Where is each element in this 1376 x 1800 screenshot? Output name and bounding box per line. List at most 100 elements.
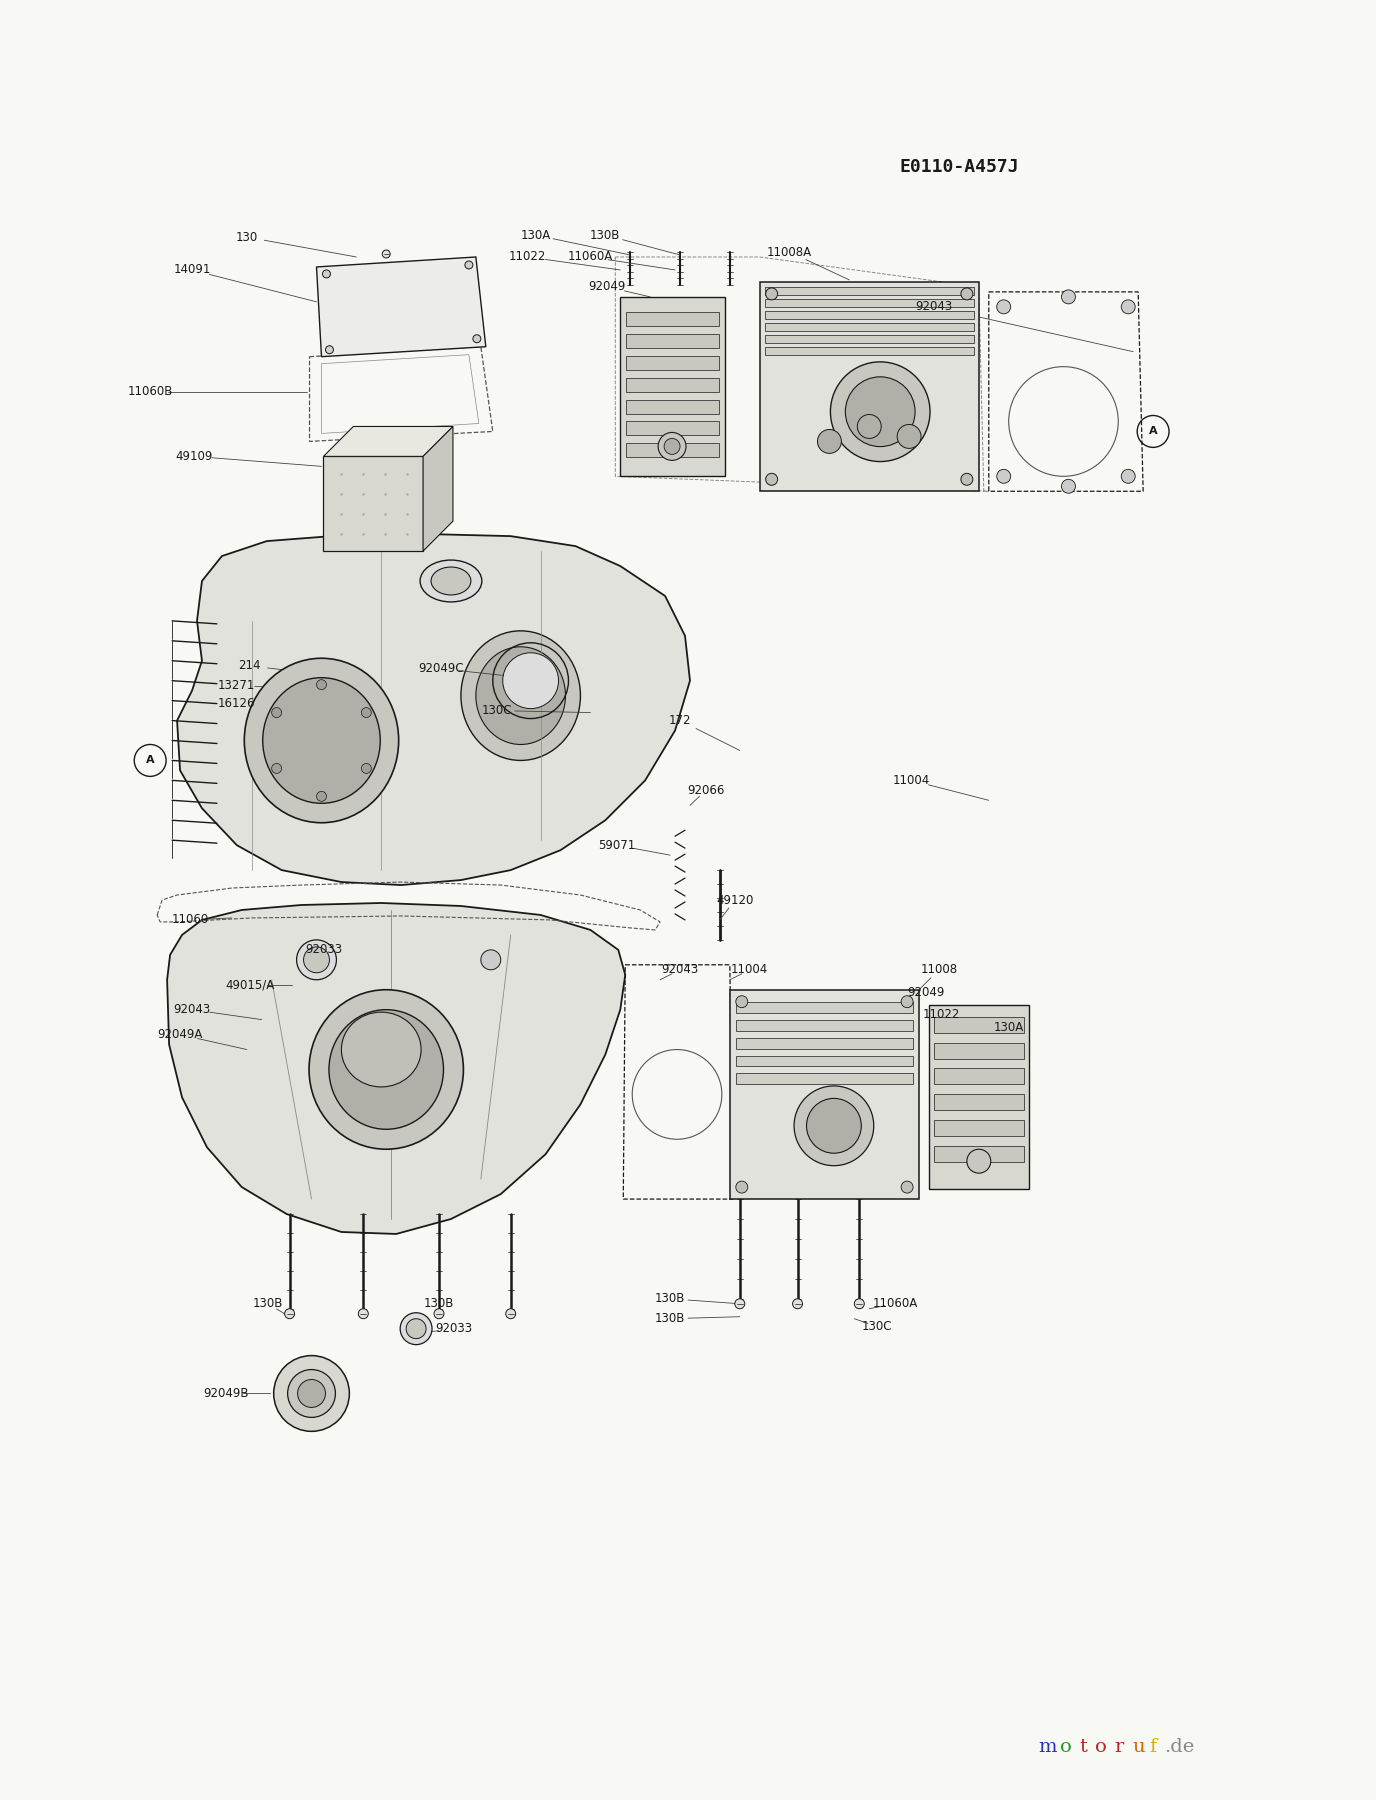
Bar xyxy=(626,311,718,326)
Text: 130A: 130A xyxy=(520,229,550,241)
Ellipse shape xyxy=(341,1012,421,1087)
Circle shape xyxy=(271,707,282,718)
Circle shape xyxy=(285,1309,294,1319)
Circle shape xyxy=(383,250,391,257)
Circle shape xyxy=(901,1181,914,1193)
Text: 130B: 130B xyxy=(424,1298,454,1310)
Ellipse shape xyxy=(806,1098,861,1154)
Circle shape xyxy=(735,1300,744,1309)
Text: .de: .de xyxy=(1164,1739,1194,1757)
Bar xyxy=(765,322,974,331)
Circle shape xyxy=(765,288,777,301)
Circle shape xyxy=(465,261,473,268)
Polygon shape xyxy=(178,535,689,886)
Text: 49120: 49120 xyxy=(716,893,754,907)
Circle shape xyxy=(793,1300,802,1309)
Circle shape xyxy=(304,947,329,972)
Bar xyxy=(934,1042,1024,1058)
Circle shape xyxy=(854,1300,864,1309)
Text: 11004: 11004 xyxy=(731,963,768,976)
Text: A: A xyxy=(146,756,154,765)
Text: E0110-A457J: E0110-A457J xyxy=(899,158,1018,176)
Circle shape xyxy=(960,473,973,486)
Circle shape xyxy=(857,414,881,439)
Bar xyxy=(626,400,718,414)
Circle shape xyxy=(400,1312,432,1345)
Bar xyxy=(626,443,718,457)
Text: 130B: 130B xyxy=(590,229,621,241)
Text: 92033: 92033 xyxy=(305,943,343,956)
Circle shape xyxy=(433,1309,444,1319)
Ellipse shape xyxy=(329,1010,443,1129)
Text: f: f xyxy=(1149,1739,1156,1757)
Text: 11060: 11060 xyxy=(172,913,209,927)
Text: 92049C: 92049C xyxy=(418,662,464,675)
Text: 11022: 11022 xyxy=(509,250,546,263)
Bar xyxy=(626,421,718,436)
Circle shape xyxy=(358,1309,369,1319)
Bar xyxy=(736,1037,914,1049)
Bar xyxy=(765,311,974,319)
Ellipse shape xyxy=(310,990,464,1148)
Text: 92066: 92066 xyxy=(687,783,725,797)
Text: 92049B: 92049B xyxy=(204,1388,249,1400)
Circle shape xyxy=(967,1148,991,1174)
Circle shape xyxy=(297,1379,326,1408)
Text: o: o xyxy=(1095,1739,1108,1757)
Text: m: m xyxy=(1039,1739,1057,1757)
Text: 130B: 130B xyxy=(655,1292,685,1305)
Text: A: A xyxy=(1149,427,1157,436)
Text: 49015/A: 49015/A xyxy=(226,977,274,992)
Circle shape xyxy=(736,1181,747,1193)
Bar xyxy=(765,347,974,355)
Text: 11004: 11004 xyxy=(893,774,930,787)
Text: 92049A: 92049A xyxy=(157,1028,202,1040)
Text: 92033: 92033 xyxy=(435,1323,472,1336)
Text: 130: 130 xyxy=(235,230,257,243)
Text: 130B: 130B xyxy=(655,1312,685,1325)
Bar xyxy=(929,1004,1029,1190)
Bar xyxy=(621,297,725,477)
Circle shape xyxy=(897,425,921,448)
Text: 11008: 11008 xyxy=(921,963,958,976)
Circle shape xyxy=(362,763,372,774)
Bar xyxy=(934,1120,1024,1136)
Ellipse shape xyxy=(420,560,482,601)
Bar xyxy=(736,1055,914,1066)
Circle shape xyxy=(1061,479,1076,493)
Text: 130B: 130B xyxy=(253,1298,283,1310)
Ellipse shape xyxy=(794,1085,874,1166)
Circle shape xyxy=(665,439,680,454)
Circle shape xyxy=(817,430,841,454)
Text: 13271: 13271 xyxy=(219,679,256,693)
Bar xyxy=(765,299,974,306)
Bar xyxy=(934,1094,1024,1111)
Text: 172: 172 xyxy=(669,715,691,727)
Text: 92043: 92043 xyxy=(173,1003,211,1017)
Circle shape xyxy=(406,1319,427,1339)
Ellipse shape xyxy=(845,376,915,446)
Ellipse shape xyxy=(245,659,399,823)
Circle shape xyxy=(1121,470,1135,482)
Ellipse shape xyxy=(476,646,566,745)
Circle shape xyxy=(326,346,333,353)
Circle shape xyxy=(274,1355,350,1431)
Text: o: o xyxy=(1061,1739,1072,1757)
Circle shape xyxy=(1121,301,1135,313)
Circle shape xyxy=(316,680,326,689)
Bar xyxy=(323,457,422,551)
Bar xyxy=(765,335,974,342)
Ellipse shape xyxy=(263,677,380,803)
Ellipse shape xyxy=(461,630,581,760)
Text: 14091: 14091 xyxy=(173,263,211,277)
Bar xyxy=(765,286,974,295)
Bar xyxy=(736,1073,914,1084)
Ellipse shape xyxy=(831,362,930,461)
Text: 130C: 130C xyxy=(482,704,512,716)
Text: 11060B: 11060B xyxy=(128,385,173,398)
Bar xyxy=(760,283,978,491)
Text: 130C: 130C xyxy=(861,1319,893,1334)
Text: 92043: 92043 xyxy=(915,301,952,313)
Bar xyxy=(736,1019,914,1031)
Polygon shape xyxy=(323,427,453,457)
